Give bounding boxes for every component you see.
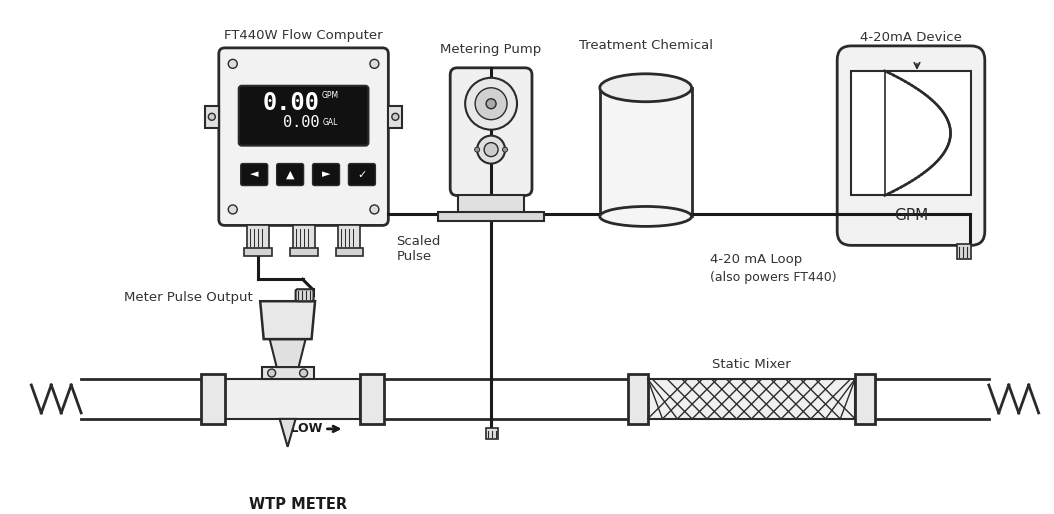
FancyBboxPatch shape (837, 46, 984, 245)
Circle shape (392, 113, 398, 120)
Circle shape (484, 142, 499, 157)
Text: GAL: GAL (323, 118, 338, 127)
Polygon shape (270, 339, 306, 367)
Text: FT440W Flow Computer: FT440W Flow Computer (225, 29, 383, 43)
FancyBboxPatch shape (276, 163, 304, 186)
Text: ✓: ✓ (357, 170, 367, 179)
Bar (243, 248, 272, 256)
Circle shape (370, 59, 378, 68)
Bar (247, 226, 269, 249)
Bar (293, 226, 314, 249)
FancyBboxPatch shape (239, 86, 369, 145)
Bar (458, 195, 524, 213)
Circle shape (474, 147, 480, 152)
Bar (852, 71, 971, 195)
Bar (628, 374, 648, 424)
FancyBboxPatch shape (450, 68, 532, 195)
Text: Scaled
Pulse: Scaled Pulse (396, 235, 441, 263)
Bar (360, 374, 385, 424)
Bar (600, 88, 691, 216)
FancyBboxPatch shape (240, 163, 268, 186)
Text: 4-20mA Device: 4-20mA Device (860, 31, 962, 44)
Bar (201, 374, 225, 424)
Circle shape (477, 136, 505, 163)
Text: 0.00: 0.00 (262, 90, 319, 115)
FancyBboxPatch shape (295, 289, 313, 301)
FancyBboxPatch shape (313, 163, 339, 186)
Circle shape (229, 59, 237, 68)
Bar (486, 428, 499, 439)
Circle shape (229, 205, 237, 214)
Circle shape (299, 369, 308, 377)
FancyBboxPatch shape (219, 48, 388, 226)
Polygon shape (279, 419, 295, 447)
Text: 4-20 mA Loop: 4-20 mA Loop (709, 253, 802, 266)
Bar (438, 212, 544, 222)
Circle shape (475, 88, 507, 120)
Ellipse shape (600, 74, 691, 102)
Text: FLOW: FLOW (282, 423, 323, 435)
Text: WTP METER: WTP METER (249, 497, 347, 512)
Text: Metering Pump: Metering Pump (441, 43, 542, 57)
Text: Meter Pulse Output: Meter Pulse Output (124, 291, 253, 304)
Bar (225, 379, 360, 419)
Bar (290, 248, 317, 256)
Ellipse shape (600, 207, 691, 226)
Bar (338, 226, 360, 249)
Circle shape (268, 369, 276, 377)
Circle shape (486, 99, 496, 109)
Bar (648, 379, 855, 419)
Text: GPM: GPM (321, 91, 339, 100)
Bar (388, 106, 403, 128)
Text: ▲: ▲ (286, 170, 294, 179)
Bar (335, 248, 364, 256)
Bar (855, 374, 875, 424)
Bar (957, 244, 971, 260)
FancyBboxPatch shape (349, 163, 375, 186)
Text: Treatment Chemical: Treatment Chemical (579, 40, 713, 52)
Circle shape (465, 78, 518, 130)
Bar (261, 367, 313, 379)
Text: ►: ► (321, 170, 330, 179)
Circle shape (503, 147, 508, 152)
Text: GPM: GPM (894, 208, 929, 223)
Circle shape (370, 205, 378, 214)
Text: Static Mixer: Static Mixer (713, 358, 790, 371)
Text: ◄: ◄ (250, 170, 258, 179)
Text: (also powers FT440): (also powers FT440) (709, 271, 836, 284)
Polygon shape (260, 301, 315, 339)
Circle shape (209, 113, 215, 120)
Bar (204, 106, 219, 128)
Text: 0.00: 0.00 (282, 115, 319, 131)
